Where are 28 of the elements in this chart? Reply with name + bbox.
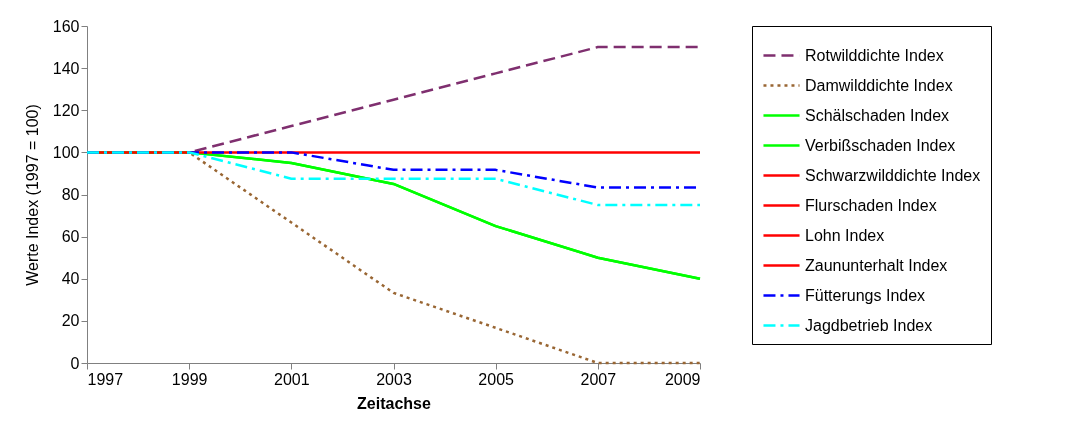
- x-tick-label: 2009: [664, 370, 701, 388]
- x-tick-label: 2001: [274, 370, 310, 388]
- y-tick-label: 140: [52, 59, 80, 77]
- legend-label: Schwarzwilddichte Index: [805, 166, 981, 184]
- y-tick-label: 0: [70, 354, 80, 372]
- y-tick-label: 120: [52, 101, 80, 119]
- legend-label: Flurschaden Index: [805, 196, 937, 214]
- legend-label: Rotwilddichte Index: [805, 46, 944, 64]
- legend-label: Verbißschaden Index: [805, 136, 956, 154]
- y-tick-label: 60: [61, 228, 80, 246]
- legend-label: Lohn Index: [805, 226, 885, 244]
- legend-label: Schälschaden Index: [805, 106, 950, 124]
- y-axis-title: Werte Index (1997 = 100): [23, 104, 41, 286]
- legend-label: Zaununterhalt Index: [805, 256, 948, 274]
- y-tick-label: 20: [61, 312, 80, 330]
- y-tick-label: 80: [61, 186, 80, 203]
- y-tick-label: 40: [61, 270, 80, 288]
- x-tick-label: 2005: [478, 370, 515, 388]
- x-tick-label: 2003: [376, 370, 412, 388]
- x-tick-label: 1997: [87, 370, 124, 388]
- legend-label: Damwilddichte Index: [805, 76, 953, 94]
- y-tick-label: 100: [52, 143, 80, 161]
- x-axis-title: Zeitachse: [357, 394, 432, 412]
- y-tick-label: 160: [52, 17, 80, 35]
- legend-label: Jagdbetrieb Index: [805, 316, 933, 334]
- legend-label: Fütterungs Index: [805, 286, 926, 304]
- x-tick-label: 2007: [580, 370, 617, 388]
- x-tick-label: 1999: [171, 370, 208, 388]
